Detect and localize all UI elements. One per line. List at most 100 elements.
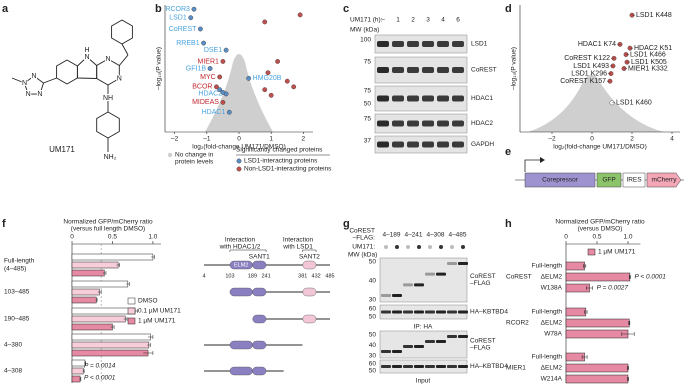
mw-marker: 30 — [369, 297, 377, 304]
domain — [252, 366, 267, 376]
atom-label: N — [117, 75, 122, 82]
domain-label: ELM2 — [234, 262, 248, 268]
band — [452, 95, 464, 102]
band — [377, 41, 389, 47]
band — [447, 365, 457, 368]
part-label: IRES — [626, 177, 642, 184]
x-tick-label: 0.5 — [592, 234, 601, 241]
domain-label: SANT1 — [249, 254, 270, 261]
structure-bonds — [11, 19, 133, 152]
band — [447, 335, 457, 338]
legend-marker — [236, 166, 242, 172]
band — [437, 120, 449, 127]
legend-label: protein levels — [175, 159, 214, 166]
category-label: Full-length — [4, 258, 35, 265]
band — [452, 41, 464, 47]
blot-caption: Input — [416, 378, 431, 385]
bar — [71, 367, 84, 375]
lane-label: 6 — [456, 17, 460, 24]
band — [422, 141, 434, 148]
protein-label: HDAC2 — [471, 120, 493, 127]
atom-label: NH — [103, 95, 113, 102]
category-label: 4–308 — [4, 368, 22, 375]
data-point — [217, 87, 223, 93]
construct-part — [524, 172, 596, 188]
band — [425, 310, 435, 314]
point-label: CoREST K157 — [560, 78, 606, 85]
x-tick-label: 2 — [302, 136, 306, 143]
band — [414, 283, 424, 287]
band — [381, 310, 391, 314]
band — [392, 365, 402, 368]
blot — [374, 113, 468, 134]
atom-label: NH₂ — [104, 154, 117, 161]
band — [436, 340, 446, 343]
band — [392, 41, 404, 47]
atom-label: N — [84, 54, 89, 61]
band — [381, 365, 391, 368]
bar — [71, 315, 126, 323]
band — [377, 141, 389, 148]
point-label: RCOR3 — [165, 6, 190, 13]
protein-label: –FLAG — [470, 280, 491, 287]
category-label: Full-length — [532, 263, 563, 270]
category-label: Full-length — [532, 309, 563, 316]
data-point — [217, 74, 223, 80]
domain — [229, 366, 253, 376]
point-label: DSE1 — [204, 47, 222, 54]
p-value: P < 0.0001 — [84, 375, 116, 382]
schematic-header: with HDAC1/2 — [219, 244, 261, 251]
category-label: W138A — [541, 285, 563, 292]
band — [377, 95, 389, 102]
error-bar — [95, 298, 98, 302]
error-bar — [82, 369, 85, 373]
x-axis-label: log₂(fold-change UM171/DMSO) — [553, 144, 647, 151]
treatment-dot — [395, 245, 399, 249]
treatment-label: UM171 (h): — [350, 17, 383, 24]
x-tick-label: 0 — [237, 136, 241, 143]
category-label: ΔELM2 — [541, 274, 563, 281]
point-label: LSD1 K505 — [631, 59, 667, 66]
domain — [302, 260, 317, 270]
construct-name: 4–189 — [382, 232, 400, 239]
error-bar — [102, 271, 107, 275]
legend-swatch — [127, 307, 136, 315]
band — [422, 67, 434, 73]
band — [392, 95, 404, 102]
domain — [302, 287, 317, 297]
treatment-dot — [417, 245, 421, 249]
band — [392, 141, 404, 148]
bar — [71, 280, 129, 288]
group-label: RCOR2 — [506, 320, 529, 327]
axis-title: Normalized GFP/mCherry ratio — [555, 219, 645, 226]
legend-swatch — [127, 297, 136, 305]
band — [403, 310, 413, 314]
domain-label: SANT2 — [299, 254, 320, 261]
data-point — [207, 66, 213, 71]
data-point — [220, 59, 226, 64]
band — [436, 365, 446, 368]
domain — [229, 340, 253, 350]
legend-swatch — [587, 248, 596, 256]
point-label: MIER1 K332 — [628, 65, 668, 72]
band — [407, 141, 419, 148]
error-bar — [627, 366, 629, 370]
error-bar — [621, 332, 635, 336]
axis-title: Normalized GFP/mCherry ratio — [63, 219, 153, 226]
band — [407, 120, 419, 127]
error-bar — [147, 343, 151, 347]
band — [422, 41, 434, 47]
band — [447, 310, 457, 314]
point-label: HDAC1 — [202, 109, 226, 116]
point-label: CoREST — [169, 26, 197, 33]
part-label: GFP — [602, 177, 615, 184]
band — [436, 310, 446, 314]
band — [425, 272, 435, 276]
point-label: LSD1 K493 — [573, 63, 609, 70]
schematic-bracket — [229, 249, 317, 252]
legend-label: No change in — [175, 152, 214, 159]
lane-label: 3 — [426, 17, 430, 24]
point-label: CoREST K122 — [564, 55, 610, 62]
x-tick-label: 1.0 — [148, 234, 157, 241]
